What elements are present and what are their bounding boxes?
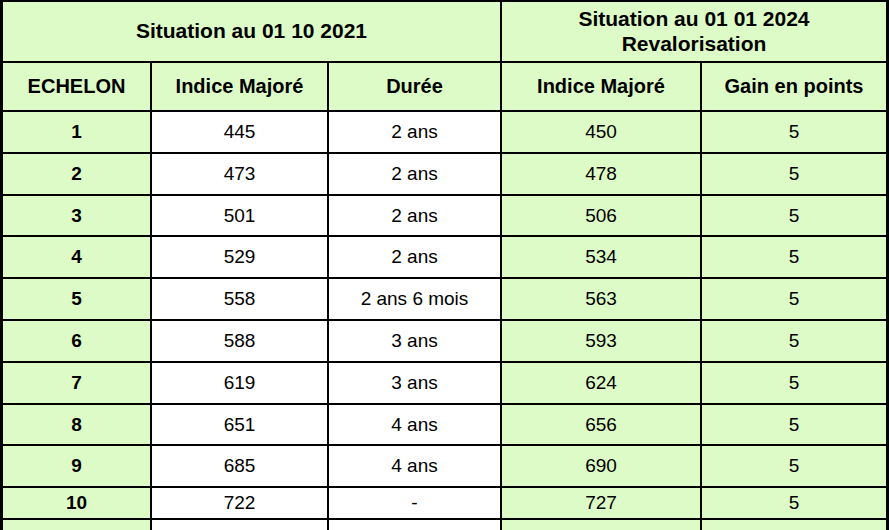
cell-echelon: 4 bbox=[3, 237, 152, 279]
cell-duree: 3 ans bbox=[329, 321, 502, 363]
cell-gain: 5 bbox=[702, 488, 886, 520]
cell-gain: 5 bbox=[702, 279, 886, 321]
partial-row-cell bbox=[502, 520, 702, 530]
cell-echelon: 9 bbox=[3, 446, 152, 488]
salary-scale-table: Situation au 01 10 2021 Situation au 01 … bbox=[0, 0, 889, 530]
cell-duree: 3 ans bbox=[329, 363, 502, 405]
cell-gain: 5 bbox=[702, 363, 886, 405]
cell-indice-2024: 624 bbox=[502, 363, 702, 405]
cell-duree: 2 ans bbox=[329, 154, 502, 196]
cell-duree: 4 ans bbox=[329, 405, 502, 447]
partial-row-cell bbox=[329, 520, 502, 530]
cell-gain: 5 bbox=[702, 196, 886, 238]
cell-echelon: 7 bbox=[3, 363, 152, 405]
partial-row-cell bbox=[152, 520, 329, 530]
cell-duree: 2 ans bbox=[329, 237, 502, 279]
cell-gain: 5 bbox=[702, 154, 886, 196]
cell-indice-2024: 563 bbox=[502, 279, 702, 321]
header-group-2024-line1: Situation au 01 01 2024 bbox=[578, 7, 809, 31]
cell-gain: 5 bbox=[702, 321, 886, 363]
header-group-2021-label: Situation au 01 10 2021 bbox=[136, 19, 367, 43]
partial-row-cell bbox=[3, 520, 152, 530]
cell-indice-2021: 588 bbox=[152, 321, 329, 363]
cell-duree: 4 ans bbox=[329, 446, 502, 488]
cell-indice-2021: 619 bbox=[152, 363, 329, 405]
col-header-echelon: ECHELON bbox=[3, 63, 152, 112]
cell-indice-2024: 478 bbox=[502, 154, 702, 196]
col-header-indice-2021: Indice Majoré bbox=[152, 63, 329, 112]
cell-gain: 5 bbox=[702, 405, 886, 447]
cell-indice-2024: 727 bbox=[502, 488, 702, 520]
cell-indice-2024: 506 bbox=[502, 196, 702, 238]
cell-echelon: 3 bbox=[3, 196, 152, 238]
cell-duree: - bbox=[329, 488, 502, 520]
partial-row-cell bbox=[702, 520, 886, 530]
header-group-2021: Situation au 01 10 2021 bbox=[3, 2, 502, 63]
col-header-indice-2024: Indice Majoré bbox=[502, 63, 702, 112]
cell-echelon: 2 bbox=[3, 154, 152, 196]
cell-indice-2021: 445 bbox=[152, 112, 329, 154]
cell-indice-2021: 722 bbox=[152, 488, 329, 520]
cell-echelon: 8 bbox=[3, 405, 152, 447]
cell-indice-2021: 473 bbox=[152, 154, 329, 196]
cell-indice-2024: 593 bbox=[502, 321, 702, 363]
cell-indice-2024: 690 bbox=[502, 446, 702, 488]
cell-echelon: 1 bbox=[3, 112, 152, 154]
cell-echelon: 10 bbox=[3, 488, 152, 520]
cell-echelon: 5 bbox=[3, 279, 152, 321]
cell-indice-2021: 558 bbox=[152, 279, 329, 321]
cell-indice-2021: 529 bbox=[152, 237, 329, 279]
cell-indice-2021: 651 bbox=[152, 405, 329, 447]
col-header-duree: Durée bbox=[329, 63, 502, 112]
cell-indice-2021: 685 bbox=[152, 446, 329, 488]
header-group-2024-line2: Revalorisation bbox=[622, 32, 767, 56]
col-header-gain: Gain en points bbox=[702, 63, 886, 112]
cell-gain: 5 bbox=[702, 446, 886, 488]
cell-indice-2024: 450 bbox=[502, 112, 702, 154]
cell-duree: 2 ans 6 mois bbox=[329, 279, 502, 321]
cell-echelon: 6 bbox=[3, 321, 152, 363]
cell-duree: 2 ans bbox=[329, 196, 502, 238]
cell-gain: 5 bbox=[702, 112, 886, 154]
cell-indice-2024: 534 bbox=[502, 237, 702, 279]
cell-indice-2024: 656 bbox=[502, 405, 702, 447]
cell-duree: 2 ans bbox=[329, 112, 502, 154]
salary-scale-table-screenshot: Situation au 01 10 2021 Situation au 01 … bbox=[0, 0, 889, 530]
header-group-2024: Situation au 01 01 2024 Revalorisation bbox=[502, 2, 886, 63]
cell-indice-2021: 501 bbox=[152, 196, 329, 238]
cell-gain: 5 bbox=[702, 237, 886, 279]
